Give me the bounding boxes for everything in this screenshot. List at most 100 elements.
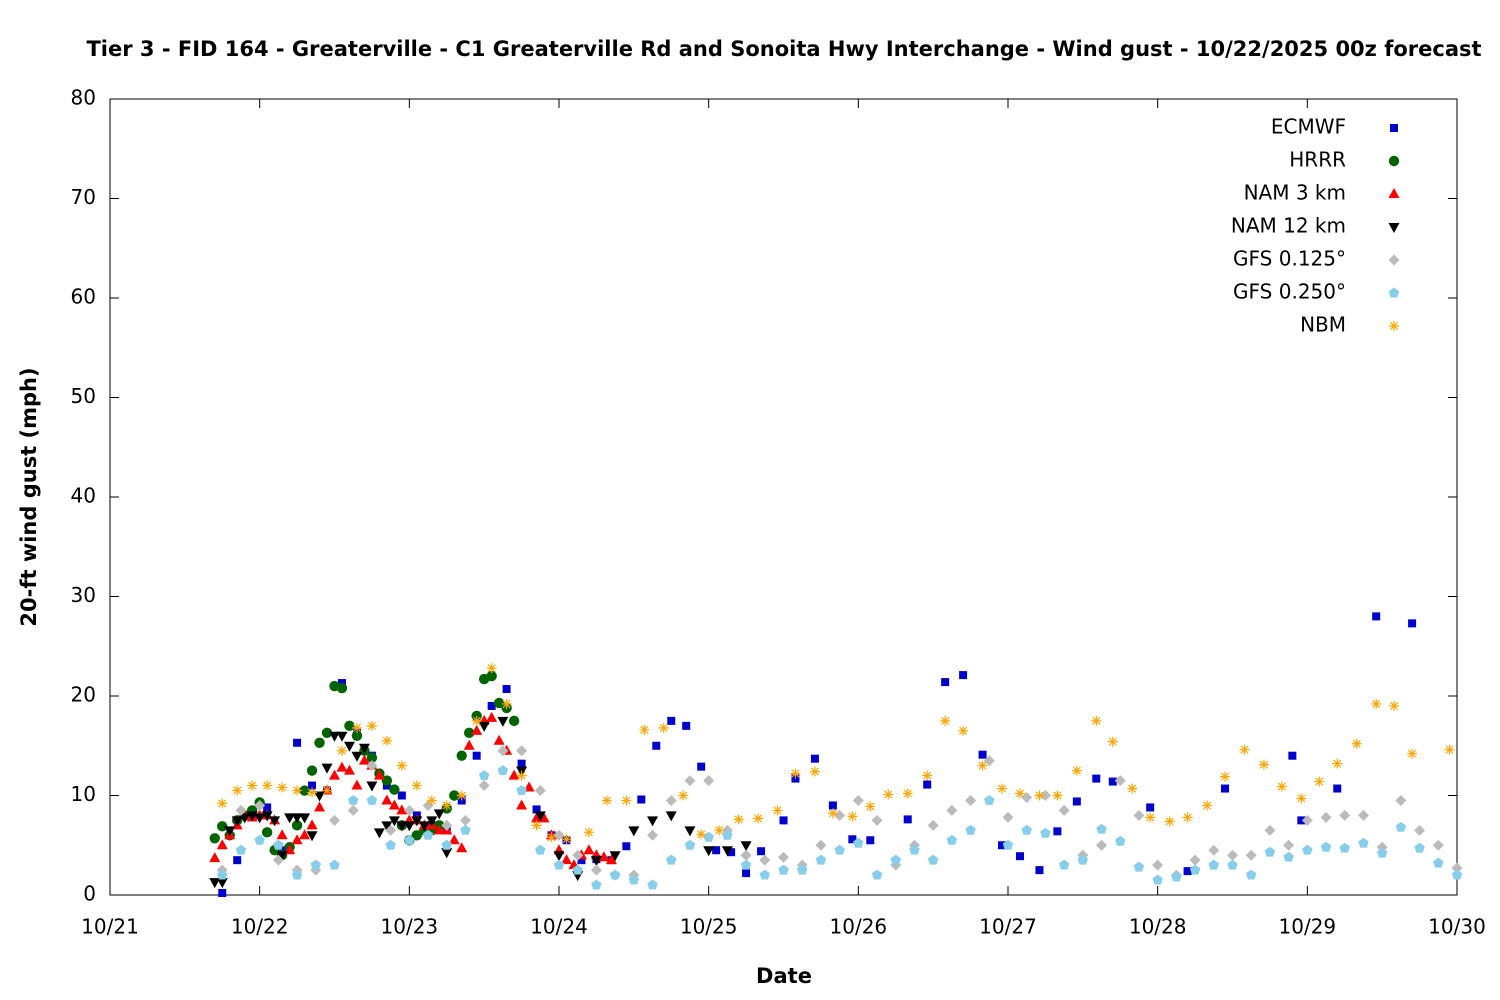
point <box>1276 781 1287 792</box>
point <box>269 816 281 827</box>
point <box>487 701 496 710</box>
point <box>224 826 236 837</box>
point <box>336 731 348 742</box>
legend-marker <box>1388 287 1400 298</box>
point <box>622 842 631 851</box>
point <box>464 727 475 739</box>
point <box>293 738 302 747</box>
point <box>366 760 378 772</box>
point <box>946 804 958 816</box>
chart-title: Tier 3 - FID 164 - Greaterville - C1 Gre… <box>86 37 1481 61</box>
point <box>740 841 752 852</box>
x-tick-label: 10/28 <box>1129 915 1187 939</box>
point <box>1245 869 1257 880</box>
point <box>216 878 228 889</box>
point <box>358 754 370 765</box>
legend-marker <box>1388 254 1400 266</box>
point <box>847 811 858 822</box>
point <box>1015 852 1024 861</box>
point <box>940 715 951 726</box>
point <box>1376 847 1388 858</box>
point <box>923 780 932 789</box>
legend-label: ECMWF <box>1271 115 1346 139</box>
point <box>721 846 733 857</box>
point <box>1171 871 1182 882</box>
point <box>553 859 565 870</box>
point <box>418 821 430 832</box>
point <box>572 849 584 861</box>
legend-label: HRRR <box>1289 148 1346 172</box>
point <box>546 832 557 843</box>
point <box>927 854 939 865</box>
point <box>1108 777 1117 786</box>
point <box>497 716 509 727</box>
point <box>343 741 355 752</box>
x-tick-label: 10/21 <box>81 915 139 939</box>
point <box>590 864 602 876</box>
point <box>703 831 714 842</box>
point <box>497 765 509 776</box>
point <box>314 791 326 802</box>
point <box>1127 783 1138 794</box>
point <box>403 821 415 832</box>
point <box>1133 809 1145 821</box>
point <box>322 785 333 796</box>
y-tick-label: 40 <box>71 484 96 508</box>
point <box>778 864 789 875</box>
point <box>583 827 594 838</box>
point <box>321 727 333 739</box>
point <box>1096 823 1107 834</box>
point <box>598 851 610 862</box>
point <box>647 816 659 827</box>
point <box>965 794 977 806</box>
point <box>441 839 452 850</box>
point <box>1395 821 1407 832</box>
point <box>1096 839 1108 851</box>
point <box>684 775 696 787</box>
point <box>347 794 359 805</box>
point <box>366 752 378 763</box>
point <box>535 844 546 855</box>
point <box>1239 744 1250 755</box>
point <box>486 670 497 682</box>
point <box>815 839 827 851</box>
point <box>665 811 677 822</box>
point <box>909 844 920 855</box>
point <box>1264 824 1276 836</box>
y-tick-label: 60 <box>71 285 96 309</box>
point <box>351 779 363 790</box>
point <box>299 785 310 796</box>
point <box>796 864 808 875</box>
point <box>1152 874 1163 885</box>
point <box>848 835 857 844</box>
point <box>381 735 392 746</box>
point <box>397 791 406 800</box>
point <box>757 847 766 856</box>
legend-label: NAM 12 km <box>1231 214 1346 238</box>
point <box>927 819 939 831</box>
y-tick-label: 50 <box>71 384 96 408</box>
point <box>426 795 437 806</box>
point <box>538 812 550 823</box>
point <box>1220 771 1231 782</box>
point <box>261 811 273 822</box>
point <box>292 785 303 796</box>
point <box>1258 759 1269 770</box>
point <box>1302 844 1313 855</box>
point <box>217 869 228 880</box>
point <box>647 879 658 890</box>
point <box>1107 736 1118 747</box>
point <box>902 788 913 799</box>
point <box>605 854 617 865</box>
point <box>1451 869 1463 880</box>
point <box>1320 811 1332 823</box>
point <box>977 760 988 771</box>
point <box>1333 784 1342 793</box>
point <box>389 784 400 795</box>
point <box>471 715 482 726</box>
point <box>478 780 490 792</box>
point <box>740 859 752 870</box>
point <box>517 759 526 768</box>
point <box>426 816 438 827</box>
point <box>516 799 528 810</box>
